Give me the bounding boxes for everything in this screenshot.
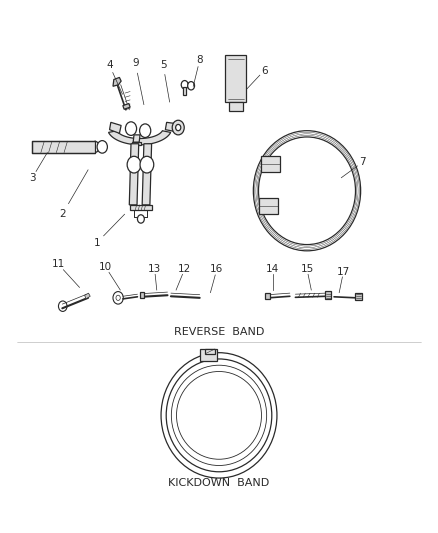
Bar <box>259 198 278 214</box>
Circle shape <box>140 156 154 173</box>
Text: REVERSE  BAND: REVERSE BAND <box>174 327 264 337</box>
Circle shape <box>140 124 151 138</box>
Circle shape <box>127 156 141 173</box>
Polygon shape <box>325 291 332 300</box>
Text: 15: 15 <box>300 264 314 274</box>
Polygon shape <box>129 144 139 205</box>
Circle shape <box>172 120 184 135</box>
Text: 16: 16 <box>210 264 223 274</box>
Polygon shape <box>205 349 215 354</box>
Text: 4: 4 <box>106 60 113 70</box>
Circle shape <box>125 122 137 135</box>
Ellipse shape <box>258 137 356 245</box>
Text: 14: 14 <box>266 264 279 274</box>
Text: 9: 9 <box>132 58 138 68</box>
Text: 2: 2 <box>59 209 66 219</box>
Circle shape <box>116 295 120 301</box>
Circle shape <box>187 82 194 90</box>
Text: 7: 7 <box>360 157 366 167</box>
Bar <box>200 349 217 360</box>
Polygon shape <box>85 293 90 299</box>
Circle shape <box>113 292 123 304</box>
Circle shape <box>176 124 181 131</box>
Text: 17: 17 <box>337 266 350 277</box>
Polygon shape <box>183 83 194 88</box>
Polygon shape <box>130 205 152 210</box>
Polygon shape <box>356 293 361 300</box>
Bar <box>226 55 246 102</box>
Bar <box>261 156 280 172</box>
Polygon shape <box>32 141 95 152</box>
Text: 5: 5 <box>160 60 166 70</box>
Text: KICKDOWN  BAND: KICKDOWN BAND <box>168 478 270 488</box>
Polygon shape <box>183 87 187 95</box>
Text: 3: 3 <box>29 173 35 183</box>
Text: 6: 6 <box>261 66 267 76</box>
Polygon shape <box>140 292 144 298</box>
Polygon shape <box>229 102 243 111</box>
Text: 1: 1 <box>93 238 100 248</box>
Circle shape <box>97 141 107 153</box>
Text: 13: 13 <box>148 264 161 274</box>
Polygon shape <box>166 123 178 132</box>
Polygon shape <box>110 123 121 133</box>
Circle shape <box>138 215 144 223</box>
Circle shape <box>181 80 188 89</box>
Text: 11: 11 <box>51 259 65 269</box>
Text: 8: 8 <box>196 55 203 65</box>
Polygon shape <box>132 142 141 146</box>
Ellipse shape <box>161 353 277 478</box>
Polygon shape <box>265 293 270 300</box>
Ellipse shape <box>253 131 360 251</box>
Polygon shape <box>113 77 121 86</box>
Text: 12: 12 <box>178 264 191 274</box>
Polygon shape <box>142 144 152 205</box>
Polygon shape <box>109 131 171 145</box>
Text: 10: 10 <box>99 262 112 271</box>
Polygon shape <box>123 103 130 109</box>
Polygon shape <box>133 135 140 142</box>
